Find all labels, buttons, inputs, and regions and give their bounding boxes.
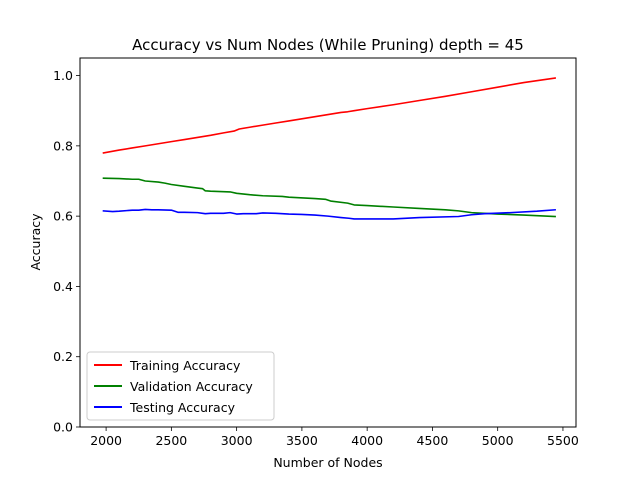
x-tick-label: 3000 [221, 433, 253, 448]
x-tick-label: 4500 [417, 433, 449, 448]
x-tick-label: 4000 [351, 433, 383, 448]
y-axis-label: Accuracy [28, 213, 43, 271]
legend-box [86, 351, 275, 421]
legend-label-training: Training Accuracy [129, 358, 241, 373]
x-tick-label: 5000 [482, 433, 514, 448]
y-tick-label: 0.8 [53, 138, 73, 153]
y-tick-label: 0.4 [53, 279, 73, 294]
y-tick-label: 1.0 [53, 68, 73, 83]
series-layer [102, 77, 557, 220]
x-tick-label: 3500 [286, 433, 318, 448]
chart-title: Accuracy vs Num Nodes (While Pruning) de… [132, 36, 524, 54]
y-tick-label: 0.0 [53, 420, 73, 435]
legend-label-validation: Validation Accuracy [130, 379, 253, 394]
y-axis: 0.0 0.2 0.4 0.6 0.8 1.0 [53, 68, 80, 435]
testing-accuracy-line [102, 208, 556, 220]
y-tick-label: 0.2 [53, 349, 73, 364]
y-tick-label: 0.6 [53, 209, 73, 224]
training-accuracy-line [102, 77, 557, 154]
x-axis: 2000 2500 3000 3500 4000 4500 5000 5500 [90, 427, 579, 448]
validation-accuracy-line [102, 177, 556, 218]
x-tick-label: 2500 [155, 433, 187, 448]
legend: Training Accuracy Validation Accuracy Te… [86, 351, 275, 421]
legend-label-testing: Testing Accuracy [129, 400, 236, 415]
plot-frame [79, 57, 577, 428]
x-axis-label: Number of Nodes [273, 455, 382, 470]
x-tick-label: 2000 [90, 433, 122, 448]
x-tick-label: 5500 [547, 433, 579, 448]
